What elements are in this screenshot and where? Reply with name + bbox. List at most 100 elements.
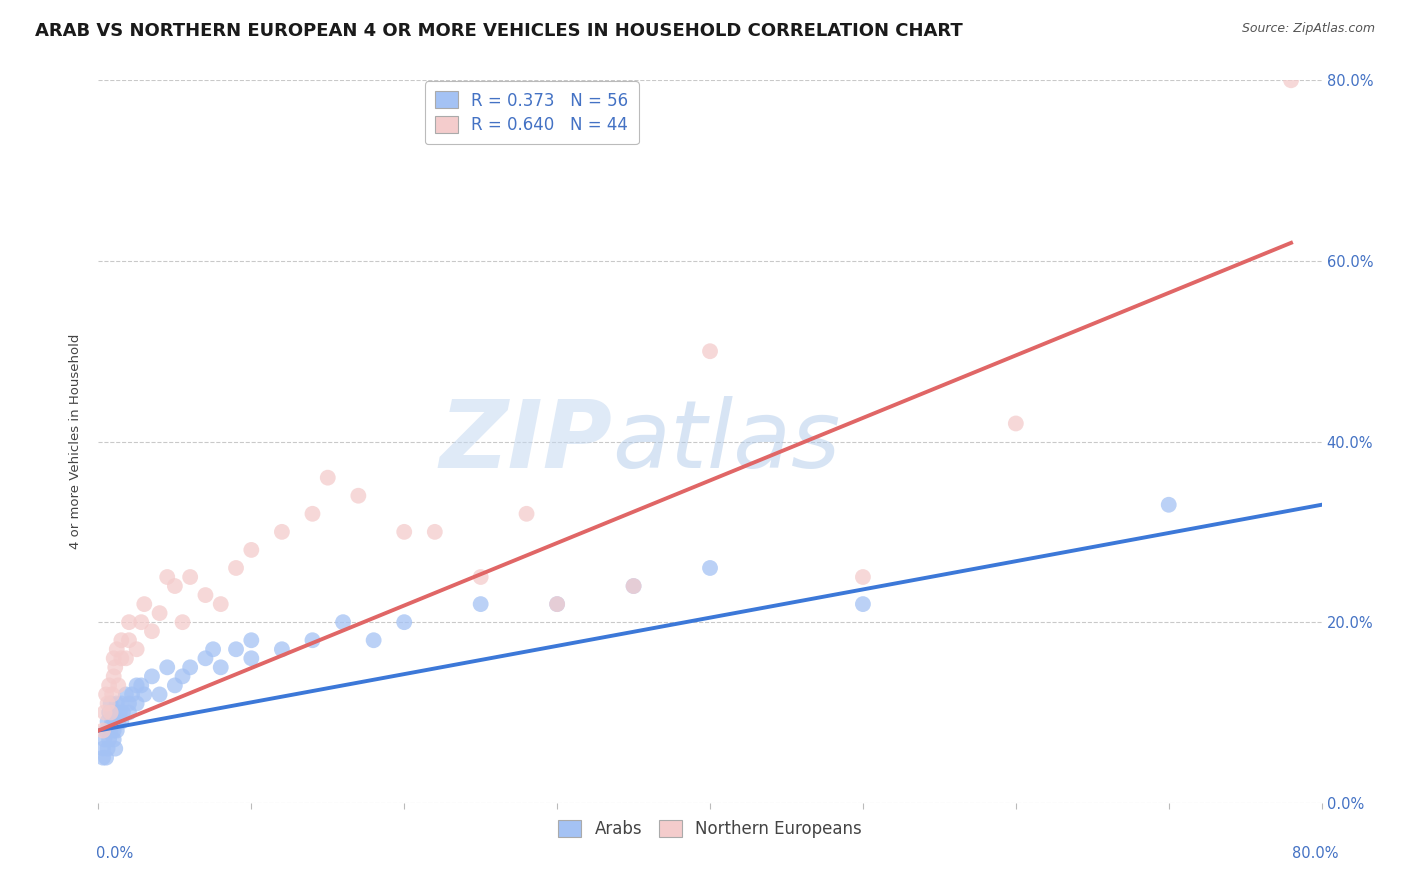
Point [156, 660, 179, 674]
Point [118, 706, 141, 720]
Point [392, 524, 416, 539]
Point [852, 570, 875, 584]
Point [97, 741, 120, 756]
Point [1004, 417, 1026, 431]
Point [94, 687, 117, 701]
Point [93, 732, 115, 747]
Point [699, 561, 721, 575]
Point [91, 741, 114, 756]
Text: ARAB VS NORTHERN EUROPEAN 4 OR MORE VEHICLES IN HOUSEHOLD CORRELATION CHART: ARAB VS NORTHERN EUROPEAN 4 OR MORE VEHI… [35, 22, 963, 40]
Point [93, 706, 115, 720]
Point [270, 524, 294, 539]
Point [103, 651, 125, 665]
Text: ZIP: ZIP [439, 395, 612, 488]
Point [852, 597, 875, 611]
Point [103, 714, 125, 729]
Point [100, 697, 122, 711]
Point [98, 732, 121, 747]
Point [115, 651, 138, 665]
Point [94, 750, 117, 764]
Point [105, 723, 128, 738]
Point [470, 570, 492, 584]
Point [149, 687, 172, 701]
Point [209, 660, 232, 674]
Point [103, 723, 125, 738]
Point [301, 633, 323, 648]
Point [129, 678, 152, 692]
Point [470, 597, 492, 611]
Point [546, 597, 568, 611]
Point [240, 633, 263, 648]
Point [110, 633, 132, 648]
Point [107, 678, 129, 692]
Text: atlas: atlas [612, 396, 841, 487]
Text: 0.0%: 0.0% [96, 847, 132, 861]
Point [103, 732, 125, 747]
Point [100, 706, 122, 720]
Point [332, 615, 354, 630]
Point [111, 706, 134, 720]
Point [104, 741, 127, 756]
Point [125, 642, 148, 657]
Point [209, 597, 232, 611]
Point [101, 714, 124, 729]
Point [118, 697, 141, 711]
Point [121, 687, 143, 701]
Point [1157, 498, 1180, 512]
Point [699, 344, 721, 359]
Point [1279, 73, 1302, 87]
Text: Source: ZipAtlas.com: Source: ZipAtlas.com [1241, 22, 1375, 36]
Point [163, 678, 186, 692]
Point [115, 687, 138, 701]
Point [156, 570, 179, 584]
Point [110, 651, 132, 665]
Point [98, 678, 121, 692]
Point [546, 597, 568, 611]
Point [141, 624, 163, 639]
Point [149, 606, 172, 620]
Point [108, 706, 131, 720]
Point [225, 642, 247, 657]
Point [118, 615, 141, 630]
Legend: Arabs, Northern Europeans: Arabs, Northern Europeans [551, 814, 869, 845]
Point [91, 723, 114, 738]
Point [104, 660, 127, 674]
Point [623, 579, 645, 593]
Point [98, 706, 121, 720]
Point [301, 507, 323, 521]
Point [363, 633, 385, 648]
Point [110, 697, 132, 711]
Point [240, 542, 263, 557]
Point [134, 687, 156, 701]
Point [270, 642, 294, 657]
Point [194, 651, 217, 665]
Point [179, 570, 201, 584]
Y-axis label: 4 or more Vehicles in Household: 4 or more Vehicles in Household [69, 334, 83, 549]
Point [100, 723, 122, 738]
Point [107, 714, 129, 729]
Point [194, 588, 217, 602]
Point [202, 642, 225, 657]
Point [316, 471, 339, 485]
Point [163, 579, 186, 593]
Point [91, 750, 114, 764]
Point [101, 687, 124, 701]
Point [97, 697, 120, 711]
Point [105, 642, 128, 657]
Point [172, 615, 194, 630]
Point [105, 697, 128, 711]
Point [125, 678, 148, 692]
Point [104, 706, 127, 720]
Point [94, 723, 117, 738]
Point [118, 633, 141, 648]
Point [97, 714, 120, 729]
Point [623, 579, 645, 593]
Point [129, 615, 152, 630]
Point [240, 651, 263, 665]
Point [101, 706, 124, 720]
Point [423, 524, 446, 539]
Point [179, 660, 201, 674]
Text: 80.0%: 80.0% [1292, 847, 1339, 861]
Point [172, 669, 194, 683]
Point [225, 561, 247, 575]
